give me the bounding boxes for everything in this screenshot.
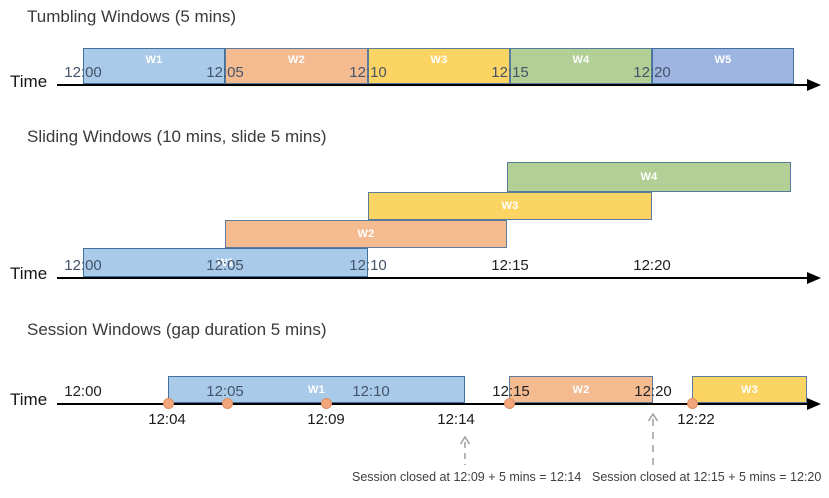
dashed-arrow-up-icon bbox=[459, 435, 471, 465]
tumbling-timeline bbox=[57, 84, 808, 86]
event-dot bbox=[504, 398, 515, 409]
sliding-timeline-arrow-icon bbox=[807, 272, 821, 284]
session-closed-annotation: Session closed at 12:15 + 5 mins = 12:20 bbox=[592, 470, 822, 484]
window-label: W1 bbox=[307, 383, 326, 396]
tick-label: 12:00 bbox=[64, 64, 102, 81]
window-label: W4 bbox=[640, 171, 658, 183]
sliding-section-title: Sliding Windows (10 mins, slide 5 mins) bbox=[27, 127, 327, 146]
tick-label: 12:15 bbox=[491, 257, 529, 274]
tick-label: 12:15 bbox=[492, 383, 530, 400]
event-time-label: 12:09 bbox=[307, 411, 345, 428]
sliding-window-w2: W2 bbox=[225, 220, 507, 248]
window-label: W3 bbox=[501, 200, 519, 212]
tick-label: 12:20 bbox=[633, 257, 671, 274]
session-window-w1: W1 bbox=[168, 376, 465, 403]
tick-label: 12:10 bbox=[352, 383, 390, 400]
dashed-arrow-up-icon bbox=[647, 412, 659, 465]
tick-label: 12:20 bbox=[634, 383, 672, 400]
tumbling-window-w1: W1 bbox=[83, 48, 225, 84]
event-time-label: 12:22 bbox=[677, 411, 715, 428]
tumbling-section-title: Tumbling Windows (5 mins) bbox=[27, 7, 237, 26]
session-timeline-arrow-icon bbox=[807, 398, 821, 410]
sliding-window-w4: W4 bbox=[507, 162, 791, 192]
sliding-window-w1: W1 bbox=[83, 248, 368, 277]
event-dot bbox=[222, 398, 233, 409]
sliding-window-w3: W3 bbox=[368, 192, 652, 220]
tick-label: 12:20 bbox=[633, 64, 671, 81]
tick-label: 12:00 bbox=[64, 383, 102, 400]
session-window-w3: W3 bbox=[692, 376, 807, 403]
tick-label: 12:00 bbox=[64, 257, 102, 274]
window-label: W3 bbox=[430, 54, 448, 66]
tick-label: 12:15 bbox=[491, 64, 529, 81]
tumbling-window-w4: W4 bbox=[510, 48, 652, 84]
session-window-w2: W2 bbox=[509, 376, 653, 403]
window-label: W5 bbox=[714, 54, 732, 66]
tick-label: 12:05 bbox=[206, 383, 244, 400]
window-label: W2 bbox=[287, 54, 306, 66]
sliding-time-axis-label: Time bbox=[10, 264, 48, 283]
session-section-title: Session Windows (gap duration 5 mins) bbox=[27, 320, 327, 339]
window-label: W1 bbox=[145, 54, 163, 66]
event-dot bbox=[163, 398, 174, 409]
window-label: W4 bbox=[572, 54, 590, 66]
event-dot bbox=[687, 398, 698, 409]
tick-label: 12:10 bbox=[349, 257, 387, 274]
event-time-label: 12:14 bbox=[437, 411, 475, 428]
tick-label: 12:10 bbox=[349, 64, 387, 81]
tick-label: 12:05 bbox=[206, 64, 244, 81]
sliding-timeline bbox=[57, 277, 808, 279]
session-closed-annotation: Session closed at 12:09 + 5 mins = 12:14 bbox=[352, 470, 582, 484]
tumbling-time-axis-label: Time bbox=[10, 72, 48, 91]
session-time-axis-label: Time bbox=[10, 390, 48, 409]
window-label: W3 bbox=[740, 383, 759, 396]
event-time-label: 12:04 bbox=[148, 411, 186, 428]
window-label: W2 bbox=[572, 383, 590, 396]
tumbling-window-w5: W5 bbox=[652, 48, 794, 84]
tick-label: 12:05 bbox=[206, 257, 244, 274]
tumbling-window-w2: W2 bbox=[225, 48, 368, 84]
session-timeline bbox=[57, 403, 808, 405]
tumbling-timeline-arrow-icon bbox=[807, 79, 821, 91]
event-dot bbox=[321, 398, 332, 409]
window-label: W1 bbox=[216, 256, 235, 269]
window-label: W2 bbox=[357, 228, 375, 240]
tumbling-window-w3: W3 bbox=[368, 48, 510, 84]
